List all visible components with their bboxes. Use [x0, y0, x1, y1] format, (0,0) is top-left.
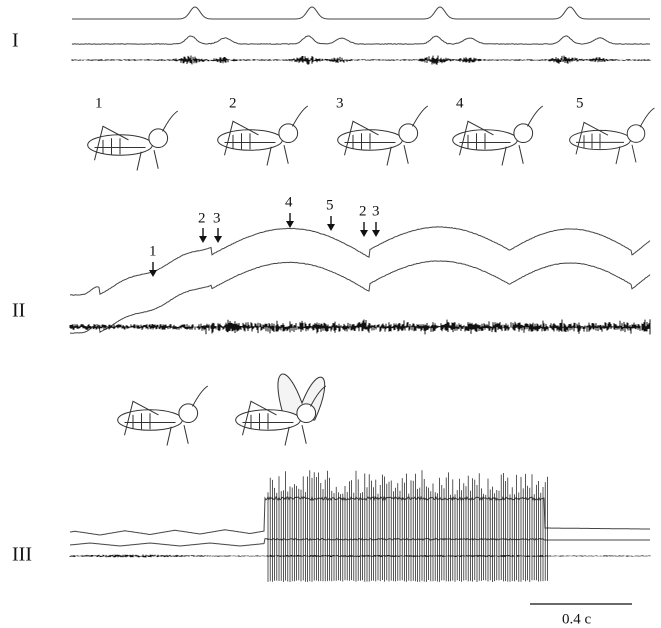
grasshopper-drawing [236, 374, 326, 445]
section-label: II [12, 300, 25, 322]
arrow-head [149, 270, 157, 277]
trace [72, 36, 650, 44]
arrow-label: 3 [213, 210, 221, 226]
grasshopper-drawing [118, 386, 208, 446]
phase-label: 2 [229, 95, 237, 111]
arrow-head [199, 236, 207, 243]
trace [70, 497, 650, 535]
phase-label: 1 [95, 95, 103, 111]
grasshopper-drawing [338, 106, 428, 166]
arrow-head [327, 224, 335, 231]
arrow-label: 2 [198, 210, 206, 226]
grasshopper-drawing [570, 108, 655, 164]
arrow-head [360, 230, 368, 237]
phase-label: 4 [456, 95, 464, 111]
grasshopper-drawing [88, 111, 178, 171]
phase-label: 5 [576, 95, 584, 111]
drawing-part [627, 125, 645, 143]
emg-trace [70, 319, 650, 334]
arrow-label: 5 [326, 197, 334, 213]
trace [70, 227, 650, 295]
arrow-label: 4 [285, 194, 293, 210]
arrow-head [214, 236, 222, 243]
arrow-label: 2 [359, 203, 367, 219]
arrow-label: 3 [372, 203, 380, 219]
section-label: I [12, 30, 19, 52]
phase-label: 3 [336, 95, 344, 111]
trace [72, 7, 650, 19]
scale-bar-label: 0.4 c [562, 611, 592, 627]
figure: I II III 1 2 3 4 5 1 2 3 4 5 2 3 0.4 c [0, 0, 661, 628]
drawing-part [149, 129, 168, 148]
burst [268, 470, 547, 582]
section-label: III [12, 544, 32, 566]
arrow-head [372, 230, 380, 237]
grasshopper-drawing [218, 106, 308, 166]
drawing-part [297, 404, 316, 423]
drawing-part [279, 124, 298, 143]
trace [70, 539, 650, 547]
arrow-head [286, 221, 294, 228]
grasshopper-drawing [453, 106, 543, 166]
emg-trace [72, 56, 650, 65]
trace [70, 261, 650, 333]
arrow-label: 1 [149, 243, 157, 259]
page: I II III 1 2 3 4 5 1 2 3 4 5 2 3 0.4 c (… [0, 0, 661, 628]
drawing-part [399, 124, 418, 143]
emg-trace [70, 555, 650, 558]
drawing-part [179, 404, 198, 423]
drawing-part [514, 124, 533, 143]
